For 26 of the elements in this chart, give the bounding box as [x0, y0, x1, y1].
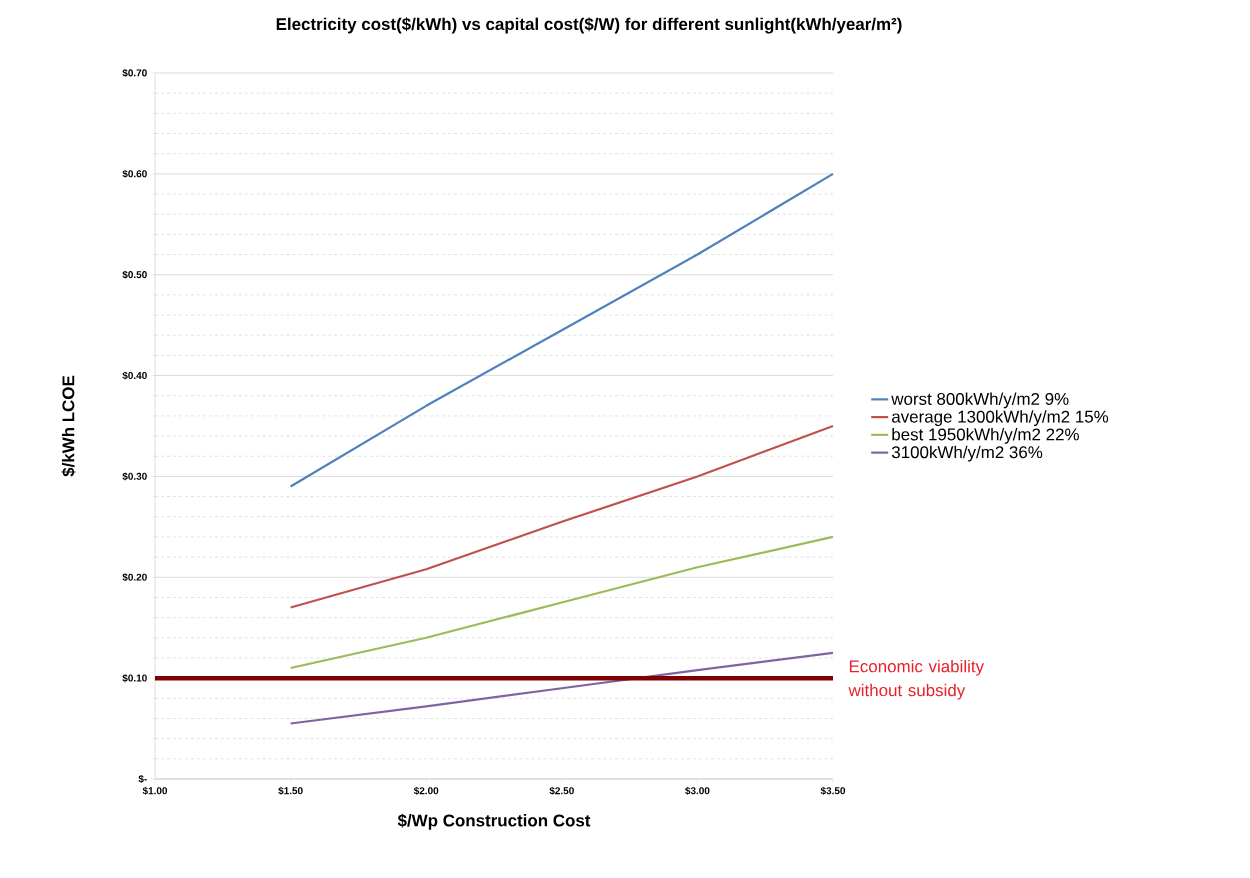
x-tick-label: $3.00	[685, 786, 710, 795]
x-tick-label: $2.50	[549, 786, 574, 795]
legend-label: 3100kWh/y/m2 36%	[891, 445, 1043, 462]
y-axis-title: $/kWh LCOE	[61, 375, 76, 477]
x-tick-label: $1.50	[278, 786, 303, 795]
legend-label: worst 800kWh/y/m2 9%	[891, 392, 1069, 409]
y-tick-label: $0.70	[122, 68, 147, 78]
y-tick-label: $0.10	[122, 674, 147, 683]
line-series	[289, 424, 835, 609]
y-tick-label: $0.40	[122, 371, 147, 380]
legend-label: best 1950kWh/y/m2 22%	[892, 428, 1079, 444]
line-series	[289, 535, 835, 670]
y-tick-label: $-	[138, 774, 147, 784]
x-tick-label: $3.50	[820, 786, 846, 795]
legend-label: average 1300kWh/y/m2 15%	[892, 410, 1109, 427]
chart-title: Electricity cost($/kWh) vs capital cost($/W) for different sunlight(kWh/year/m²)	[276, 17, 902, 34]
y-tick-label: $0.20	[122, 573, 147, 582]
x-tick-label: $1.00	[142, 786, 168, 795]
line-series	[289, 651, 835, 725]
x-tick-label: $2.00	[413, 786, 439, 795]
line-series	[289, 172, 835, 488]
ref-line-label: Economic viability without subsidy	[848, 659, 985, 700]
x-axis-title: $/Wp Construction Cost	[397, 813, 591, 830]
y-tick-label: $0.50	[122, 270, 147, 279]
y-tick-label: $0.30	[122, 472, 147, 481]
y-tick-label: $0.60	[122, 169, 147, 178]
